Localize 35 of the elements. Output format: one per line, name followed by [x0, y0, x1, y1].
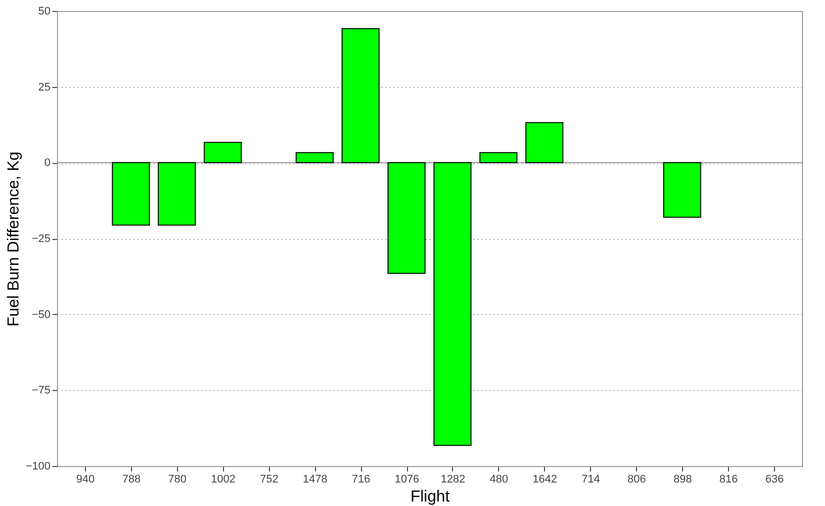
y-tick-label: 25	[38, 81, 50, 94]
bar	[158, 162, 196, 226]
x-tick-label: 780	[168, 474, 187, 486]
y-tick-label: −75	[32, 384, 50, 397]
y-tick-label: −50	[32, 308, 50, 321]
x-axis-title: Flight	[410, 488, 450, 506]
x-tick-label: 1642	[532, 474, 558, 486]
bar	[112, 162, 150, 226]
bar	[296, 152, 334, 164]
x-tick-label: 714	[582, 474, 600, 486]
x-tick-label: 636	[765, 474, 784, 486]
x-tick-label: 1282	[440, 474, 466, 486]
bar	[433, 162, 472, 446]
bar	[204, 142, 242, 164]
bar	[388, 162, 426, 274]
y-tick-label: −25	[32, 233, 50, 245]
x-tick-label: 898	[673, 474, 692, 486]
x-tick-label: 1002	[211, 474, 236, 486]
y-tick-label: −100	[26, 460, 50, 472]
x-tick-label: 816	[719, 474, 738, 486]
y-tick-label: 50	[38, 6, 50, 18]
bar	[525, 122, 564, 164]
x-tick-label: 940	[76, 474, 95, 486]
bar	[479, 152, 518, 164]
x-tick-label: 716	[352, 474, 370, 486]
x-tick-label: 1478	[302, 474, 328, 486]
y-axis-title: Fuel Burn Difference, Kg	[6, 152, 23, 326]
x-tick-label: 788	[122, 474, 141, 486]
x-tick-label: 806	[628, 474, 646, 486]
bar	[342, 28, 380, 164]
x-tick-label: 752	[260, 474, 278, 486]
y-tick-label: 0	[44, 157, 50, 170]
bar	[663, 162, 702, 218]
x-tick-label: 1076	[394, 474, 420, 486]
x-tick-label: 480	[490, 474, 508, 486]
